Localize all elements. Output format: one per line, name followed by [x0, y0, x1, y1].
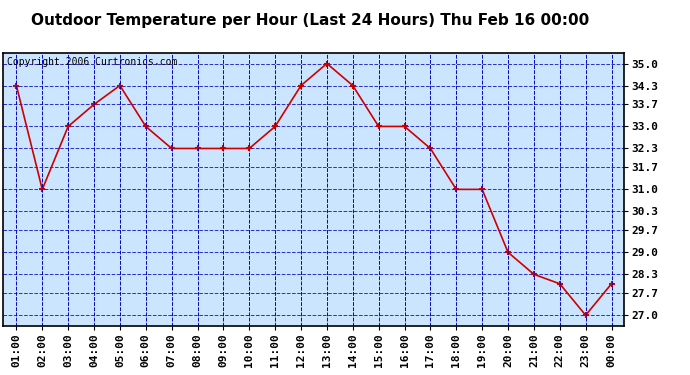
- Text: Outdoor Temperature per Hour (Last 24 Hours) Thu Feb 16 00:00: Outdoor Temperature per Hour (Last 24 Ho…: [31, 13, 590, 28]
- Text: Copyright 2006 Curtronics.com: Copyright 2006 Curtronics.com: [7, 57, 177, 67]
